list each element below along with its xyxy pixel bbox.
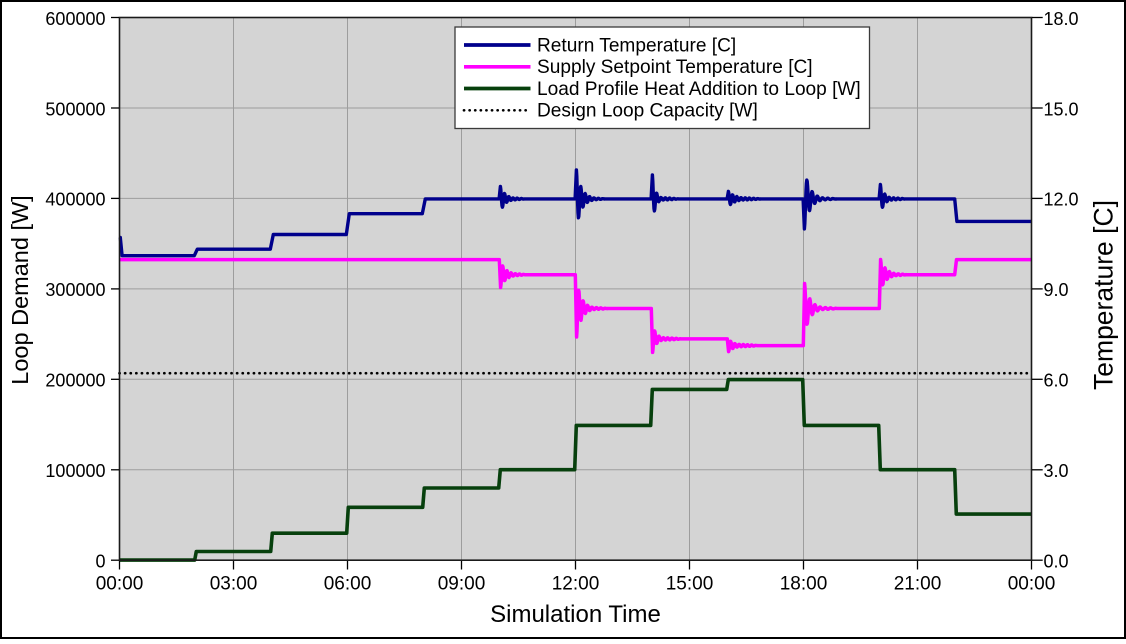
svg-text:Simulation Time: Simulation Time: [490, 601, 661, 628]
svg-text:200000: 200000: [45, 371, 105, 391]
svg-text:09:00: 09:00: [438, 574, 486, 595]
svg-text:21:00: 21:00: [894, 574, 942, 595]
svg-text:500000: 500000: [45, 99, 105, 119]
svg-text:18.0: 18.0: [1044, 9, 1079, 29]
svg-text:Temperature [C]: Temperature [C]: [1089, 200, 1119, 390]
svg-text:400000: 400000: [45, 190, 105, 210]
svg-text:Design Loop Capacity [W]: Design Loop Capacity [W]: [537, 101, 758, 122]
svg-text:06:00: 06:00: [324, 574, 372, 595]
svg-text:3.0: 3.0: [1044, 461, 1069, 481]
svg-text:0: 0: [95, 552, 105, 572]
svg-text:18:00: 18:00: [780, 574, 828, 595]
svg-text:Return Temperature [C]: Return Temperature [C]: [537, 35, 736, 56]
svg-text:Load Profile Heat Addition to: Load Profile Heat Addition to Loop [W]: [537, 79, 861, 100]
svg-text:15.0: 15.0: [1044, 99, 1079, 119]
svg-text:Loop Demand [W]: Loop Demand [W]: [7, 195, 33, 384]
svg-text:15:00: 15:00: [666, 574, 714, 595]
svg-text:03:00: 03:00: [210, 574, 258, 595]
svg-text:100000: 100000: [45, 461, 105, 481]
svg-text:00:00: 00:00: [1008, 574, 1056, 595]
svg-text:6.0: 6.0: [1044, 371, 1069, 391]
svg-text:Supply Setpoint Temperature [C: Supply Setpoint Temperature [C]: [537, 57, 813, 78]
svg-text:00:00: 00:00: [96, 574, 144, 595]
svg-text:12.0: 12.0: [1044, 190, 1079, 210]
svg-text:12:00: 12:00: [552, 574, 600, 595]
svg-text:9.0: 9.0: [1044, 280, 1069, 300]
svg-text:600000: 600000: [45, 9, 105, 29]
svg-text:300000: 300000: [45, 280, 105, 300]
svg-text:0.0: 0.0: [1044, 552, 1069, 572]
